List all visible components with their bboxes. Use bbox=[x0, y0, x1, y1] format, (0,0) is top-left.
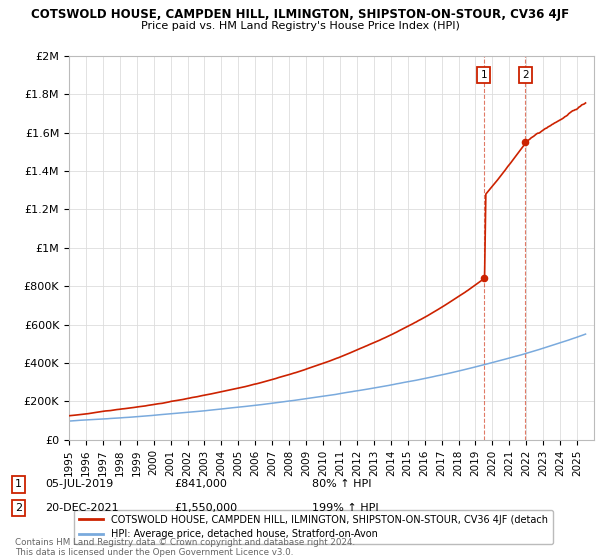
Text: Price paid vs. HM Land Registry's House Price Index (HPI): Price paid vs. HM Land Registry's House … bbox=[140, 21, 460, 31]
Text: 2: 2 bbox=[15, 503, 22, 513]
Point bbox=[521, 138, 530, 147]
Text: 80% ↑ HPI: 80% ↑ HPI bbox=[312, 479, 371, 489]
Text: 1: 1 bbox=[15, 479, 22, 489]
Text: £841,000: £841,000 bbox=[174, 479, 227, 489]
Text: Contains HM Land Registry data © Crown copyright and database right 2024.
This d: Contains HM Land Registry data © Crown c… bbox=[15, 538, 355, 557]
Text: 2: 2 bbox=[522, 70, 529, 80]
Text: COTSWOLD HOUSE, CAMPDEN HILL, ILMINGTON, SHIPSTON-ON-STOUR, CV36 4JF: COTSWOLD HOUSE, CAMPDEN HILL, ILMINGTON,… bbox=[31, 8, 569, 21]
Text: 05-JUL-2019: 05-JUL-2019 bbox=[45, 479, 113, 489]
Legend: COTSWOLD HOUSE, CAMPDEN HILL, ILMINGTON, SHIPSTON-ON-STOUR, CV36 4JF (detach, HP: COTSWOLD HOUSE, CAMPDEN HILL, ILMINGTON,… bbox=[74, 510, 553, 544]
Text: £1,550,000: £1,550,000 bbox=[174, 503, 237, 513]
Text: 20-DEC-2021: 20-DEC-2021 bbox=[45, 503, 119, 513]
Point bbox=[479, 274, 489, 283]
Text: 1: 1 bbox=[481, 70, 487, 80]
Text: 199% ↑ HPI: 199% ↑ HPI bbox=[312, 503, 379, 513]
